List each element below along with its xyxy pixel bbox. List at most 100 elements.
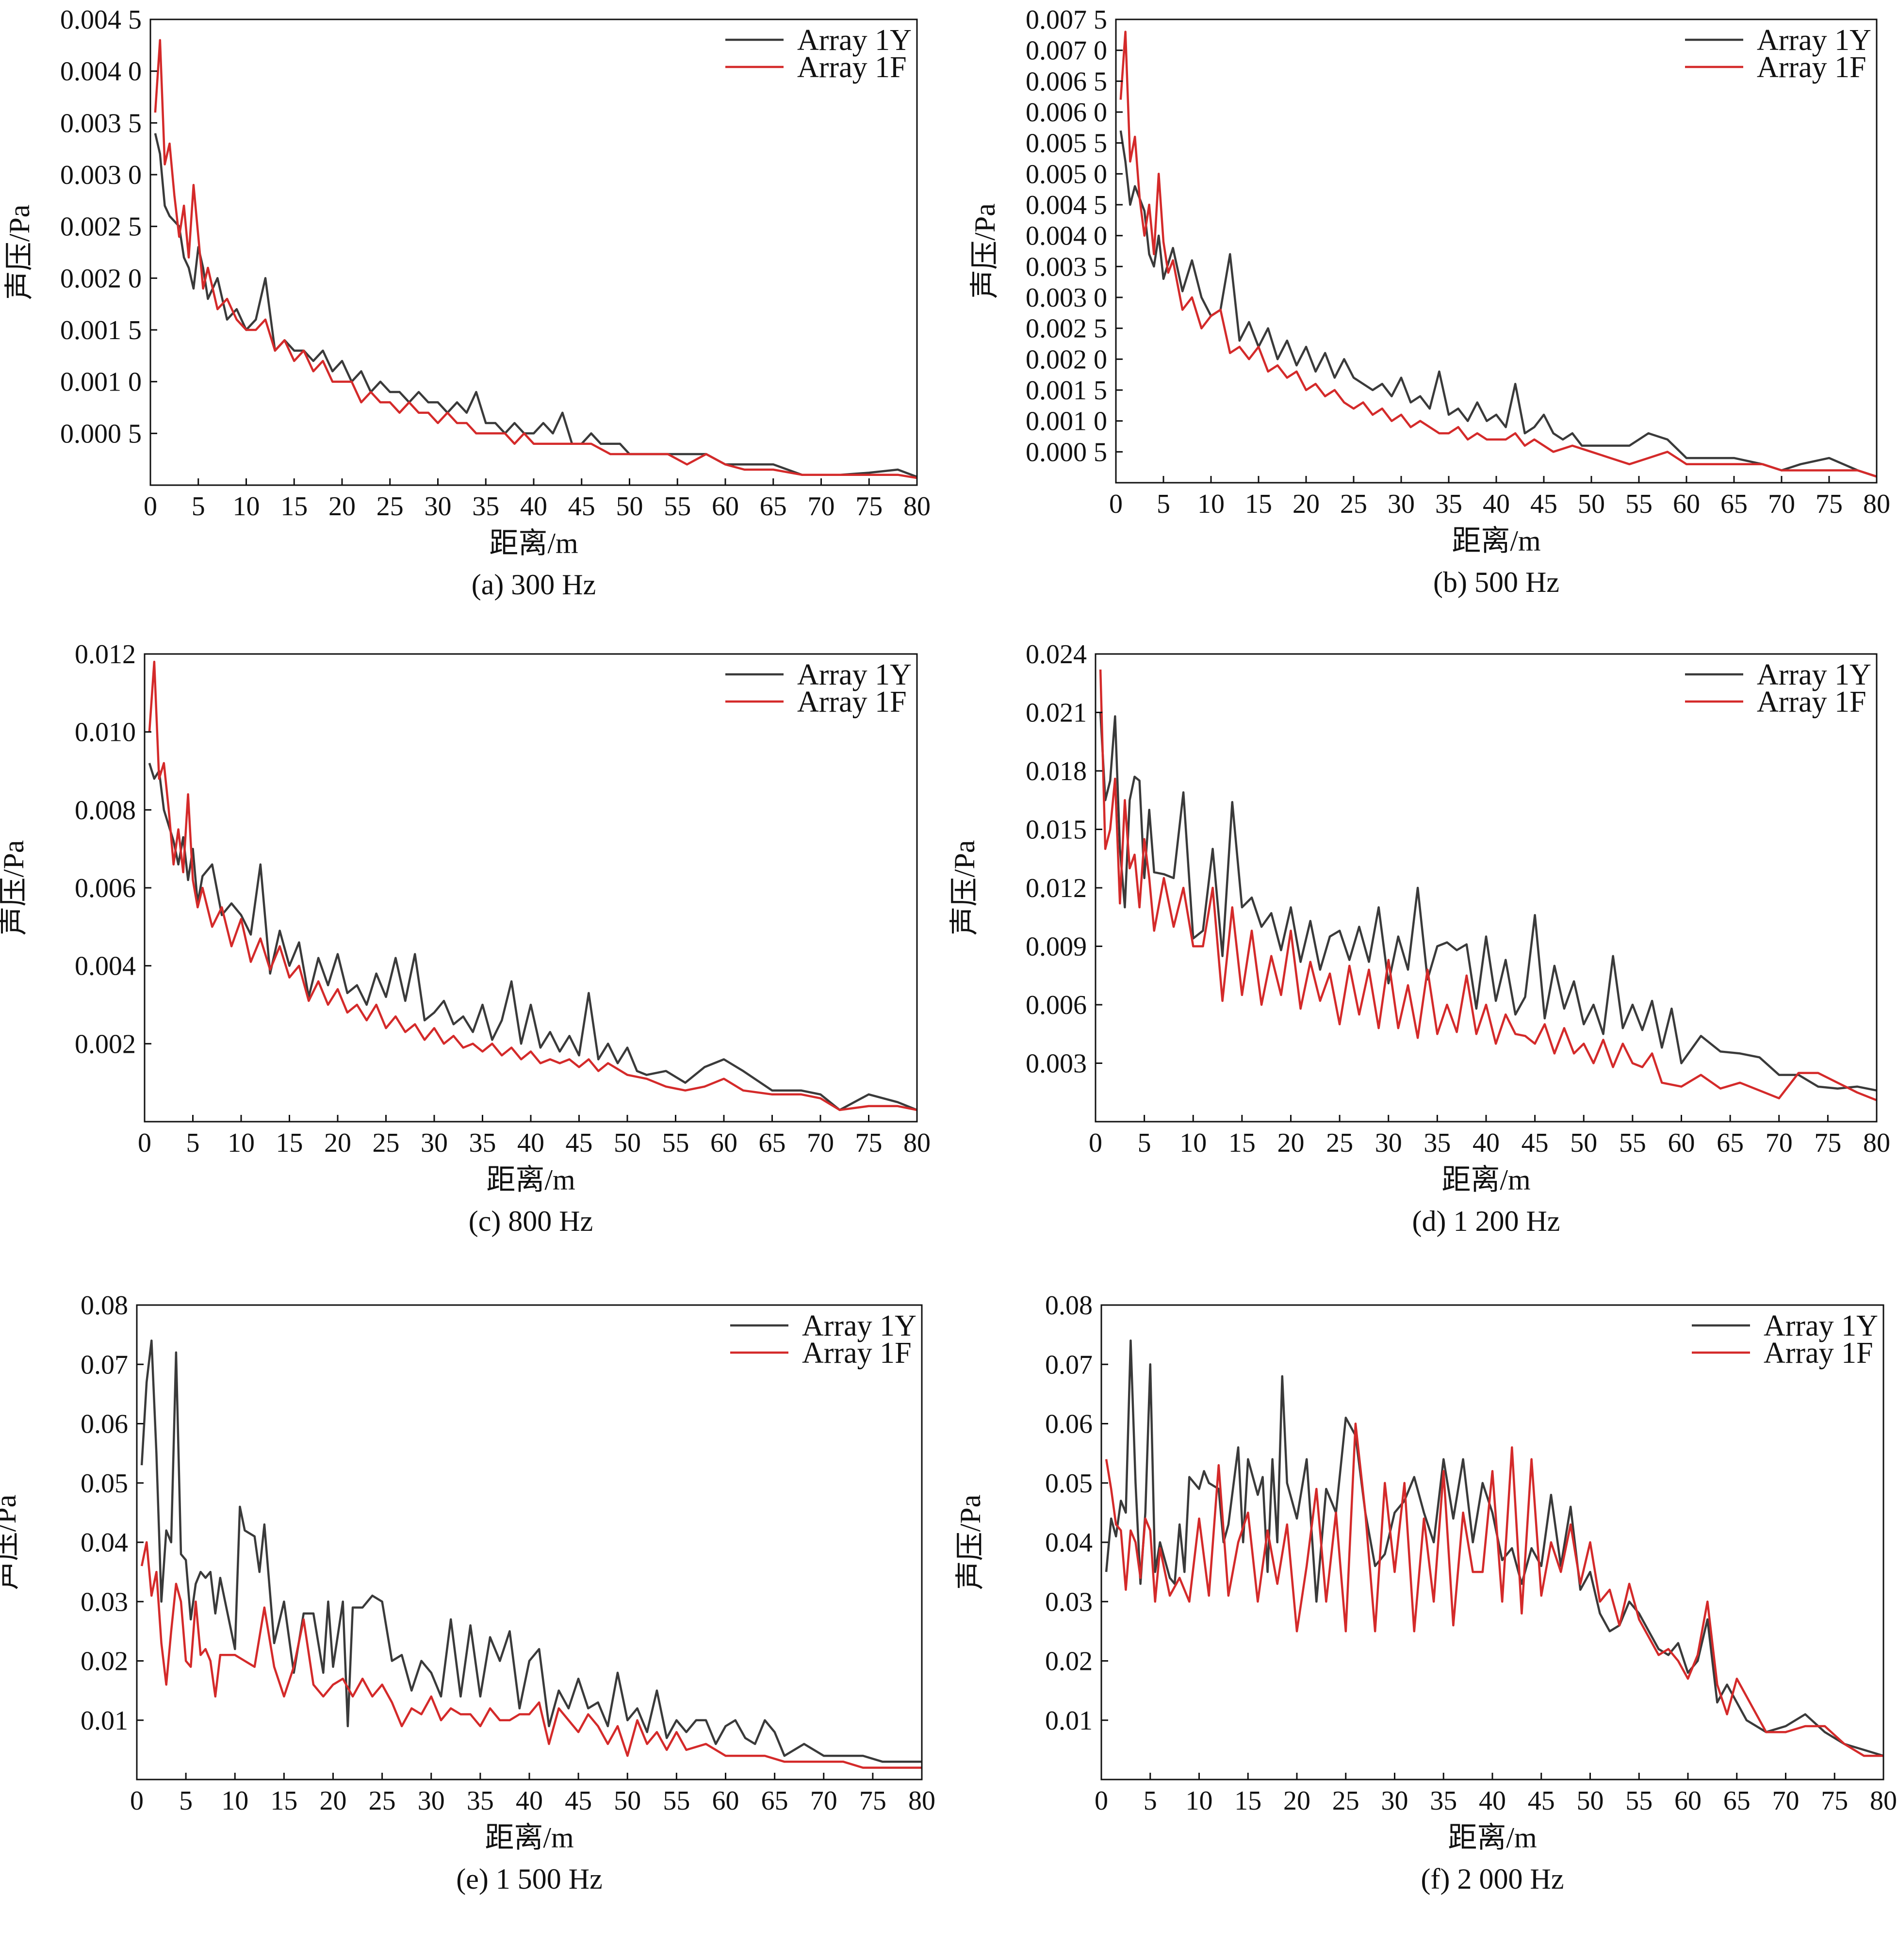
y-tick-label: 0.015 bbox=[1026, 815, 1087, 845]
y-tick-label: 0.003 5 bbox=[60, 108, 142, 138]
y-tick-label: 0.004 5 bbox=[60, 5, 142, 35]
y-tick-label: 0.002 5 bbox=[1026, 314, 1107, 344]
series-line-array-1f bbox=[140, 1541, 922, 1769]
x-tick-label: 15 bbox=[280, 491, 308, 522]
legend-label: Array 1F bbox=[797, 51, 907, 84]
x-tick-label: 80 bbox=[908, 1786, 935, 1816]
y-tick-label: 0.024 bbox=[1026, 639, 1087, 670]
x-tick-label: 60 bbox=[1673, 489, 1700, 519]
x-tick-label: 0 bbox=[1109, 489, 1123, 519]
y-tick-label: 0.06 bbox=[81, 1409, 128, 1439]
panel-caption: (e) 1 500 Hz bbox=[456, 1863, 603, 1895]
y-tick-label: 0.010 bbox=[75, 718, 136, 748]
x-tick-label: 40 bbox=[517, 1128, 544, 1158]
y-tick-label: 0.007 0 bbox=[1026, 36, 1107, 66]
x-tick-label: 35 bbox=[1430, 1786, 1457, 1816]
x-tick-label: 45 bbox=[1530, 489, 1557, 519]
x-tick-label: 10 bbox=[1179, 1128, 1207, 1158]
x-tick-label: 35 bbox=[467, 1786, 494, 1816]
x-tick-label: 65 bbox=[761, 1786, 788, 1816]
y-tick-label: 0.000 5 bbox=[60, 419, 142, 449]
x-tick-label: 80 bbox=[1863, 489, 1890, 519]
x-axis-label: 距离/m bbox=[1441, 1164, 1530, 1196]
x-tick-label: 60 bbox=[710, 1128, 737, 1158]
y-tick-label: 0.001 0 bbox=[1026, 407, 1107, 437]
x-tick-label: 30 bbox=[1388, 489, 1415, 519]
chart-panel-d: 0 5 10 15 20 25 30 35 40 45 50 55 60 65 70 75 80 0.003 0.0… bbox=[949, 639, 1890, 1237]
chart-panel-b: 0 5 10 15 20 25 30 35 40 45 50 55 60 65 70 75 800.000 50… bbox=[969, 5, 1890, 598]
y-tick-label: 0.006 bbox=[75, 873, 136, 903]
panel-caption: (f) 2 000 Hz bbox=[1421, 1863, 1564, 1895]
y-tick-label: 0.007 5 bbox=[1026, 5, 1107, 35]
x-tick-label: 40 bbox=[1473, 1128, 1500, 1158]
x-tick-label: 60 bbox=[1674, 1786, 1702, 1816]
x-tick-label: 25 bbox=[369, 1786, 396, 1816]
y-tick-label: 0.001 0 bbox=[60, 367, 142, 397]
x-tick-label: 50 bbox=[1578, 489, 1605, 519]
x-tick-label: 5 bbox=[186, 1128, 200, 1158]
y-tick-label: 0.004 bbox=[75, 951, 136, 981]
x-tick-label: 5 bbox=[192, 491, 205, 522]
x-tick-label: 55 bbox=[1619, 1128, 1646, 1158]
y-tick-label: 0.003 0 bbox=[60, 160, 142, 190]
y-tick-label: 0.004 0 bbox=[1026, 221, 1107, 251]
x-tick-label: 45 bbox=[1528, 1786, 1555, 1816]
x-tick-label: 45 bbox=[566, 1128, 593, 1158]
x-tick-label: 30 bbox=[425, 491, 452, 522]
y-tick-label: 0.004 0 bbox=[60, 57, 142, 87]
x-tick-label: 70 bbox=[808, 491, 835, 522]
panel-caption: (b) 500 Hz bbox=[1433, 566, 1559, 598]
y-tick-label: 0.001 5 bbox=[1026, 376, 1107, 406]
legend-label: Array 1Y bbox=[802, 1309, 916, 1342]
x-tick-label: 60 bbox=[1668, 1128, 1695, 1158]
x-axis-label: 距离/m bbox=[489, 527, 578, 559]
chart-panel-c: 0 5 10 15 20 25 30 35 40 45 50 55 60 65 70 75 80 0.002 0.0… bbox=[0, 639, 931, 1237]
y-axis-label: 声压/Pa bbox=[0, 1495, 22, 1590]
x-tick-label: 30 bbox=[421, 1128, 448, 1158]
x-axis-label: 距离/m bbox=[485, 1822, 573, 1854]
y-axis-label: 声压/Pa bbox=[0, 840, 30, 936]
x-tick-label: 75 bbox=[855, 491, 883, 522]
x-tick-label: 75 bbox=[859, 1786, 886, 1816]
x-tick-label: 10 bbox=[221, 1786, 248, 1816]
x-axis-label: 距离/m bbox=[1448, 1822, 1537, 1854]
x-tick-label: 10 bbox=[1197, 489, 1225, 519]
y-tick-label: 0.003 0 bbox=[1026, 283, 1107, 313]
panel-caption: (a) 300 Hz bbox=[472, 569, 596, 601]
x-tick-label: 0 bbox=[130, 1786, 144, 1816]
x-tick-label: 65 bbox=[759, 1128, 786, 1158]
x-tick-label: 0 bbox=[1089, 1128, 1102, 1158]
chart-panel-f: 0 5 10 15 20 25 30 35 40 45 50 55 60 65 70 75 80 0.01 0.02… bbox=[954, 1290, 1897, 1895]
series-line-array-1y bbox=[148, 763, 917, 1111]
y-tick-label: 0.05 bbox=[1045, 1469, 1093, 1499]
legend-label: Array 1Y bbox=[797, 658, 912, 691]
x-tick-label: 0 bbox=[138, 1128, 151, 1158]
x-tick-label: 75 bbox=[1821, 1786, 1848, 1816]
x-tick-label: 10 bbox=[1186, 1786, 1213, 1816]
y-tick-label: 0.05 bbox=[81, 1469, 128, 1499]
y-tick-label: 0.01 bbox=[1045, 1706, 1093, 1736]
x-tick-label: 50 bbox=[614, 1128, 641, 1158]
x-tick-label: 20 bbox=[1293, 489, 1320, 519]
x-tick-label: 40 bbox=[1479, 1786, 1506, 1816]
x-tick-label: 15 bbox=[1245, 489, 1272, 519]
y-tick-label: 0.006 0 bbox=[1026, 98, 1107, 128]
y-tick-label: 0.006 bbox=[1026, 990, 1087, 1020]
series-line-array-1f bbox=[148, 660, 917, 1111]
x-tick-label: 15 bbox=[1234, 1786, 1261, 1816]
y-tick-label: 0.04 bbox=[81, 1528, 128, 1558]
series-line-array-1f bbox=[1119, 31, 1877, 478]
x-tick-label: 50 bbox=[1577, 1786, 1604, 1816]
x-tick-label: 50 bbox=[614, 1786, 641, 1816]
y-axis-label: 声压/Pa bbox=[969, 203, 1001, 299]
y-tick-label: 0.06 bbox=[1045, 1409, 1093, 1439]
x-tick-label: 20 bbox=[320, 1786, 347, 1816]
x-tick-label: 65 bbox=[1723, 1786, 1751, 1816]
y-tick-label: 0.005 0 bbox=[1026, 159, 1107, 189]
x-tick-label: 15 bbox=[270, 1786, 297, 1816]
y-tick-label: 0.03 bbox=[1045, 1587, 1093, 1617]
x-tick-label: 45 bbox=[1522, 1128, 1549, 1158]
